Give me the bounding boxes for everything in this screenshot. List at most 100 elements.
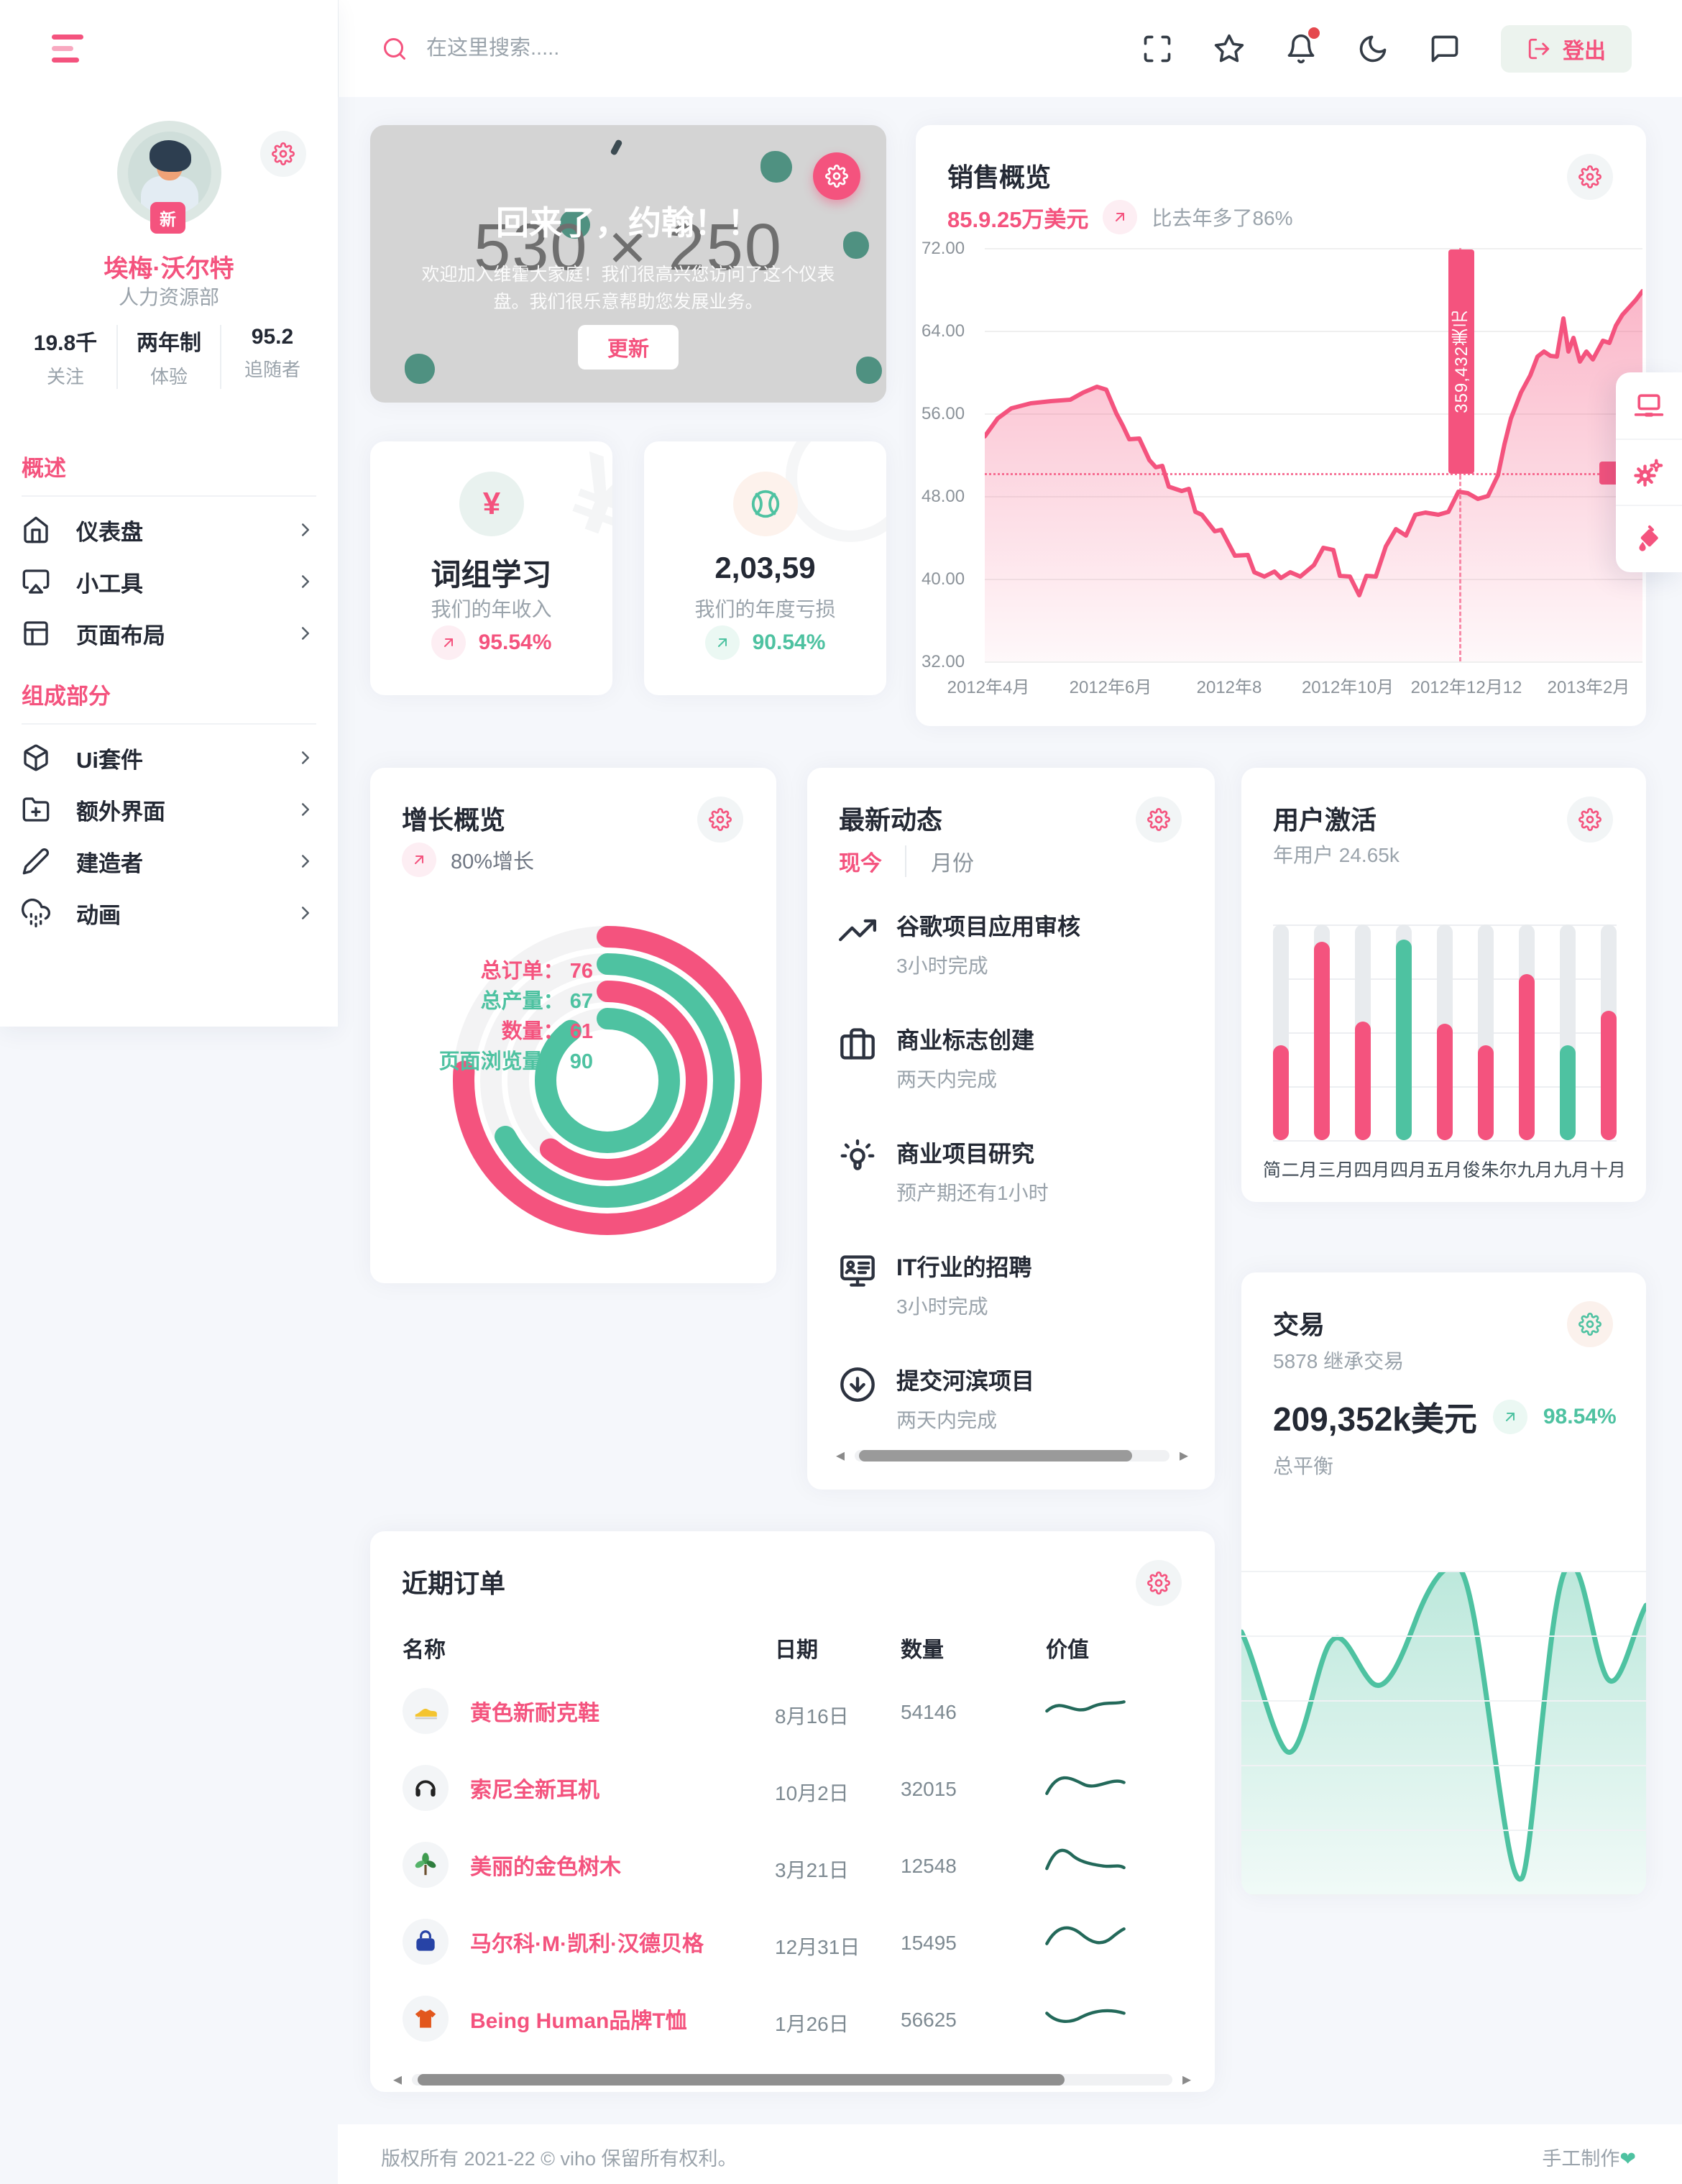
y-axis-tick: 32.00 bbox=[922, 652, 965, 671]
sidebar-item-page-layout[interactable]: 页面布局 bbox=[0, 607, 338, 659]
tab-today[interactable]: 现今 bbox=[839, 852, 882, 876]
scroll-left-arrow[interactable]: ◂ bbox=[393, 2070, 403, 2089]
horizontal-scrollbar[interactable] bbox=[412, 2073, 1172, 2086]
scroll-right-arrow[interactable]: ▸ bbox=[1179, 1446, 1188, 1465]
activity-settings-gear-icon[interactable] bbox=[1136, 797, 1182, 843]
table-row[interactable]: 索尼全新耳机 bbox=[403, 1765, 599, 1811]
menu-section-title: 概述 bbox=[22, 456, 66, 481]
percent-value: 95.54% bbox=[478, 630, 552, 654]
product-tshirt-icon bbox=[403, 1996, 449, 2042]
footer: 版权所有 2021-22 © viho 保留所有权利。 手工制作❤ bbox=[338, 2124, 1682, 2184]
stat-label: 关注 bbox=[46, 366, 84, 387]
card-title: 2,03,59 bbox=[714, 551, 816, 584]
order-qty: 54146 bbox=[901, 1701, 957, 1723]
chevron-right-icon bbox=[295, 623, 316, 644]
y-axis-tick: 56.00 bbox=[922, 404, 965, 423]
x-axis-tick: 2012年6月 bbox=[1069, 678, 1152, 697]
order-qty: 56625 bbox=[901, 2009, 957, 2031]
tab-month[interactable]: 月份 bbox=[931, 852, 974, 876]
welcome-title: 回来了，约翰！！ bbox=[496, 204, 760, 242]
search-input[interactable] bbox=[426, 37, 872, 60]
product-shoe-icon bbox=[403, 1688, 449, 1734]
monitor-user-icon bbox=[839, 1252, 876, 1290]
product-headphones-icon bbox=[403, 1765, 449, 1811]
growth-settings-gear-icon[interactable] bbox=[697, 797, 743, 843]
growth-overview-card: 增长概览 80%增长 总订单： 76 总产量： 67 数量： 61 页面浏览量：… bbox=[370, 768, 776, 1283]
profile-stats: 19.8千 关注 两年制 体验 95.2 追随者 bbox=[14, 325, 323, 389]
theme-paint-icon[interactable] bbox=[1616, 505, 1682, 571]
sales-settings-gear-icon[interactable] bbox=[1567, 154, 1613, 200]
activation-bar-chart[interactable] bbox=[1273, 924, 1617, 1142]
annual-income-card: ¥ ¥ 词组学习 我们的年收入 95.54% bbox=[370, 441, 612, 695]
column-header: 名称 bbox=[403, 1638, 446, 1662]
percent-value: 90.54% bbox=[752, 630, 826, 654]
transactions-settings-gear-icon[interactable] bbox=[1567, 1301, 1613, 1347]
fullscreen-icon[interactable] bbox=[1141, 33, 1173, 65]
ring-quantity bbox=[507, 981, 707, 1180]
x-axis-tick: 2012年12月12 bbox=[1410, 678, 1522, 697]
layout-icon bbox=[22, 619, 50, 648]
activation-settings-gear-icon[interactable] bbox=[1567, 797, 1613, 843]
growth-radial-chart[interactable] bbox=[449, 922, 766, 1239]
sales-area-chart[interactable] bbox=[985, 248, 1642, 661]
card-title: 用户激活 bbox=[1273, 805, 1377, 835]
x-axis-tick: 2012年8 bbox=[1196, 678, 1262, 697]
transactions-area-chart[interactable] bbox=[1241, 1571, 1646, 1896]
table-row[interactable]: Being Human品牌T恤 bbox=[403, 1996, 687, 2042]
radial-legend: 总订单： 76 总产量： 67 数量： 61 页面浏览量： 90 bbox=[438, 960, 593, 1073]
sidebar-item-dashboard[interactable]: 仪表盘 bbox=[0, 504, 338, 556]
timeline-item[interactable]: 谷歌项目应用审核 3小时完成 bbox=[839, 909, 1184, 979]
logout-button[interactable]: 登出 bbox=[1501, 24, 1632, 73]
profile-settings-gear-icon[interactable] bbox=[260, 131, 306, 177]
messages-chat-icon[interactable] bbox=[1429, 33, 1461, 65]
dark-mode-moon-icon[interactable] bbox=[1357, 33, 1389, 65]
welcome-text-line2: 盘。我们很乐意帮助您发展业务。 bbox=[493, 292, 763, 312]
sidebar-item-bonus-ui[interactable]: 额外界面 bbox=[0, 784, 338, 835]
horizontal-scrollbar[interactable] bbox=[855, 1449, 1169, 1462]
x-axis-tick: 2013年2月 bbox=[1547, 678, 1630, 697]
value-sparkline bbox=[1045, 1700, 1126, 1713]
bookmark-star-icon[interactable] bbox=[1213, 33, 1245, 65]
made-by-text: 手工制作❤ bbox=[1542, 2148, 1636, 2170]
welcome-settings-gear-icon[interactable] bbox=[813, 152, 860, 200]
table-row[interactable]: 美丽的金色树木 bbox=[403, 1842, 621, 1888]
value-sparkline bbox=[1045, 1926, 1126, 1945]
bar bbox=[1355, 924, 1371, 1140]
card-subtitle: 5878 继承交易 bbox=[1273, 1350, 1405, 1372]
value-sparkline bbox=[1045, 1776, 1126, 1795]
notifications-bell-icon[interactable] bbox=[1285, 27, 1320, 65]
balance-caption: 总平衡 bbox=[1273, 1455, 1334, 1477]
menu-hamburger-icon[interactable] bbox=[52, 35, 83, 69]
order-date: 10月2日 bbox=[775, 1782, 849, 1804]
timeline-item[interactable]: IT行业的招聘 3小时完成 bbox=[839, 1249, 1184, 1320]
briefcase-icon bbox=[839, 1025, 876, 1063]
ring-total-orders bbox=[453, 926, 762, 1235]
timeline-item[interactable]: 商业项目研究 预产期还有1小时 bbox=[839, 1136, 1184, 1206]
settings-gears-icon[interactable] bbox=[1616, 439, 1682, 505]
card-title: 最新动态 bbox=[839, 805, 943, 835]
stat-label: 体验 bbox=[150, 366, 188, 387]
menu-section-title: 组成部分 bbox=[22, 684, 111, 709]
sidebar-item-animation[interactable]: 动画 bbox=[0, 887, 338, 939]
orders-settings-gear-icon[interactable] bbox=[1136, 1560, 1182, 1606]
sidebar-item-ui-kits[interactable]: Ui套件 bbox=[0, 732, 338, 784]
timeline-item[interactable]: 商业标志创建 两天内完成 bbox=[839, 1022, 1184, 1093]
scroll-right-arrow[interactable]: ▸ bbox=[1182, 2070, 1191, 2089]
scroll-left-arrow[interactable]: ◂ bbox=[836, 1446, 845, 1465]
user-activation-card: 用户激活 年用户 24.65k 简二月 三月四月 四月五月 俊朱尔九月 bbox=[1241, 768, 1646, 1202]
profile-name[interactable]: 埃梅·沃尔特 bbox=[104, 255, 234, 283]
card-subtitle: 我们的年收入 bbox=[431, 598, 552, 620]
sidebar-item-builders[interactable]: 建造者 bbox=[0, 835, 338, 887]
update-button[interactable]: 更新 bbox=[578, 325, 679, 370]
stat-label: 追随者 bbox=[244, 359, 300, 380]
sidebar-item-widgets[interactable]: 小工具 bbox=[0, 556, 338, 607]
preview-laptop-icon[interactable] bbox=[1616, 372, 1682, 439]
avatar[interactable]: 新 bbox=[117, 121, 221, 234]
table-row[interactable]: 黄色新耐克鞋 bbox=[403, 1688, 599, 1734]
column-header: 价值 bbox=[1046, 1638, 1089, 1662]
timeline-item[interactable]: 提交河滨项目 两天内完成 bbox=[839, 1363, 1184, 1433]
bar bbox=[1519, 924, 1535, 1140]
table-row[interactable]: 马尔科·M·凯利·汉德贝格 bbox=[403, 1919, 704, 1965]
status-badge: 新 bbox=[150, 202, 185, 234]
